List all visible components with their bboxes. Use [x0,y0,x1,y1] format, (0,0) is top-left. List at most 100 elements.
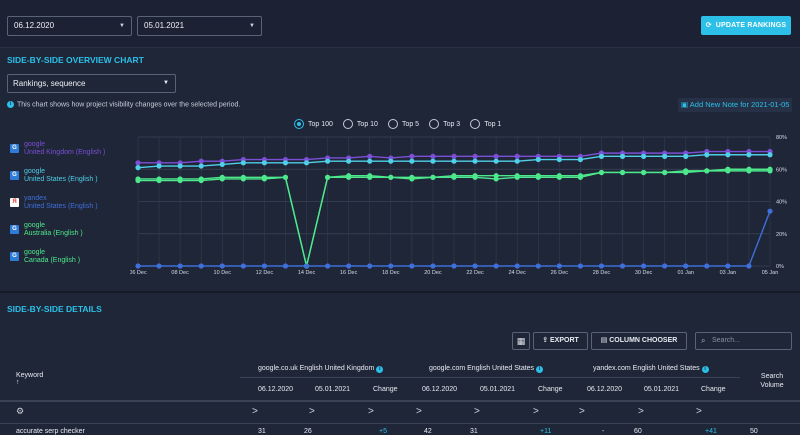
data-point[interactable] [493,263,499,269]
filter-operator[interactable]: > [416,406,422,417]
data-point[interactable] [388,263,394,269]
data-point[interactable] [535,263,541,269]
data-point[interactable] [683,153,689,159]
data-point[interactable] [493,173,499,179]
radio-top-3[interactable]: Top 3 [429,119,460,129]
data-point[interactable] [367,263,373,269]
date-from-picker[interactable]: 06.12.2020 ▼ [7,16,132,36]
data-point[interactable] [135,263,141,269]
data-point[interactable] [430,263,436,269]
data-point[interactable] [219,161,225,168]
radio-top-1[interactable]: Top 1 [470,119,501,129]
data-point[interactable] [177,163,183,169]
radio-top-5[interactable]: Top 5 [387,119,419,129]
data-point[interactable] [683,168,689,174]
table-row[interactable] [0,423,800,435]
data-point[interactable] [325,158,331,164]
data-point[interactable] [219,174,225,180]
data-point[interactable] [535,156,541,163]
data-point[interactable] [282,263,289,269]
filter-operator[interactable]: > [252,406,258,417]
data-point[interactable] [662,263,668,269]
data-point[interactable] [219,263,225,269]
data-point[interactable] [346,263,352,269]
data-point[interactable] [641,153,647,159]
data-point[interactable] [240,160,246,166]
data-point[interactable] [704,168,710,174]
data-point[interactable] [430,174,436,180]
data-point[interactable] [598,263,605,269]
data-point[interactable] [725,263,731,269]
data-point[interactable] [451,153,457,159]
data-point[interactable] [430,158,436,164]
data-point[interactable] [556,173,562,179]
data-point[interactable] [704,263,710,269]
subcol-header[interactable]: Change [373,386,398,393]
data-point[interactable] [198,163,204,169]
subcol-header[interactable]: 05.01.2021 [644,386,680,393]
data-point[interactable] [367,158,373,164]
data-point[interactable] [493,153,499,159]
data-point[interactable] [198,176,204,182]
filter-operator[interactable]: > [368,406,374,417]
data-point[interactable] [367,173,373,179]
data-point[interactable] [177,176,183,182]
data-point[interactable] [261,263,267,269]
search-volume-header[interactable]: Search Volume [760,373,784,389]
data-point[interactable] [240,174,246,180]
column-chooser-button[interactable]: ▤ COLUMN CHOOSER [591,332,687,350]
data-point[interactable] [367,153,373,159]
subcol-header[interactable]: 06.12.2020 [422,386,458,393]
data-point[interactable] [409,174,415,180]
details-search-input[interactable]: ⌕ Search... [695,332,792,350]
data-point[interactable] [156,176,162,182]
data-point[interactable] [514,173,520,179]
keyword-header[interactable]: Keyword ↑ [16,372,44,386]
data-point[interactable] [409,153,415,159]
data-point[interactable] [514,263,520,269]
data-point[interactable] [767,208,773,214]
data-point[interactable] [767,166,773,172]
subcol-header[interactable]: Change [538,386,563,393]
export-button[interactable]: ⇪ EXPORT [533,332,588,350]
radio-top-10[interactable]: Top 10 [342,119,378,129]
data-point[interactable] [346,173,352,179]
table-icon[interactable]: ▦ [512,332,530,350]
data-point[interactable] [135,165,141,171]
data-point[interactable] [430,153,436,159]
data-point[interactable] [177,263,183,269]
data-point[interactable] [746,166,752,172]
data-point[interactable] [198,158,204,164]
data-point[interactable] [261,160,267,166]
data-point[interactable] [514,158,520,164]
data-point[interactable] [303,263,310,269]
data-point[interactable] [409,158,415,164]
data-point[interactable] [388,174,394,180]
date-to-picker[interactable]: 05.01.2021 ▼ [137,16,262,36]
chart-mode-select[interactable]: Rankings, sequence ▼ [7,74,176,93]
data-point[interactable] [619,153,626,159]
filter-operator[interactable]: > [579,406,585,417]
subcol-header[interactable]: 06.12.2020 [587,386,623,393]
data-point[interactable] [767,152,773,158]
data-point[interactable] [472,173,478,179]
data-point[interactable] [388,158,394,164]
data-point[interactable] [725,166,731,172]
data-point[interactable] [135,160,141,166]
data-point[interactable] [282,160,289,166]
data-point[interactable] [282,174,289,180]
data-point[interactable] [156,263,162,269]
data-point[interactable] [662,169,668,176]
data-point[interactable] [409,263,415,269]
data-point[interactable] [683,263,689,269]
data-point[interactable] [325,263,331,269]
filter-operator[interactable]: > [638,406,644,417]
data-point[interactable] [746,152,752,158]
data-point[interactable] [535,173,541,179]
data-point[interactable] [598,169,605,176]
data-point[interactable] [725,152,731,158]
